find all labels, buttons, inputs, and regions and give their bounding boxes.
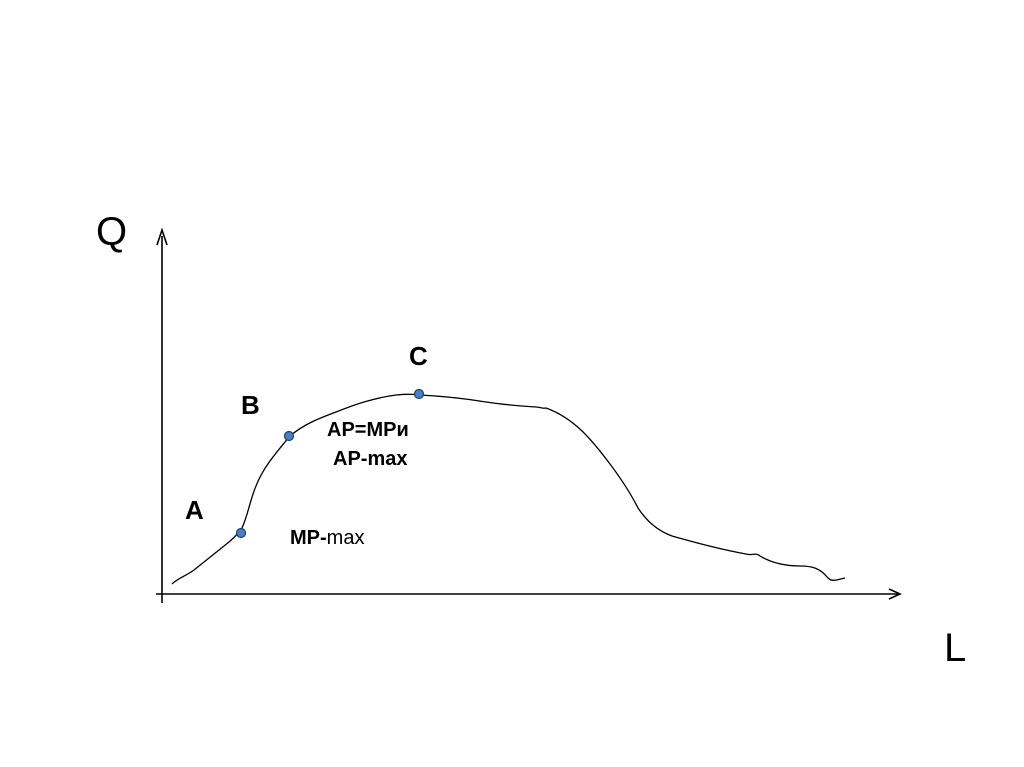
x-axis-arrowhead [888,588,902,600]
point-a-label: A [185,495,204,525]
point-c-label: C [409,341,428,371]
total-product-curve [171,393,846,585]
ap-annotation-line1: AP=MPи [327,419,409,441]
ap-annotation-line2: AP-max [333,448,408,470]
mp-annotation: MP-max [290,524,364,553]
point-b-label: B [241,390,260,420]
y-axis-label: Q [96,210,128,254]
point-b-marker [283,430,295,442]
y-axis-arrowhead [156,227,168,246]
x-axis-label: L [944,626,967,670]
mp-annotation-prefix: MP- [290,527,327,549]
point-c-marker [413,388,425,400]
mp-annotation-suffix: max [326,527,365,549]
point-a-marker [235,527,247,539]
ap-annotation: AP=MPи AP-max [327,416,409,474]
